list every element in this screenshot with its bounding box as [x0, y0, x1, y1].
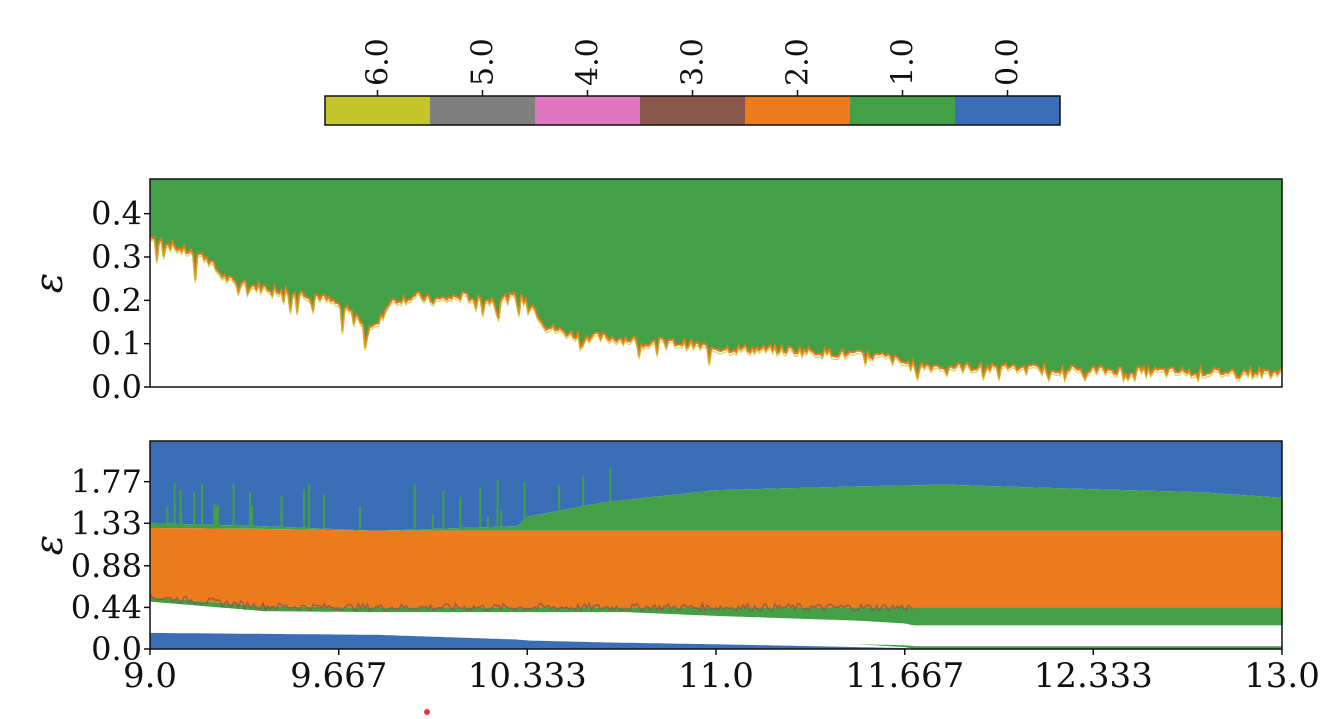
- x-tick-label: 13.0: [1244, 656, 1320, 696]
- top-boundary-fringe-inner: [149, 237, 1283, 384]
- bottom-blue-top-region: [150, 441, 1282, 531]
- colorbar-tick-label: 0.0: [991, 38, 1026, 86]
- y-axis-label: ε: [27, 535, 71, 555]
- y-tick-label: 1.33: [71, 504, 142, 542]
- colorbar-segment-1.0: [850, 96, 956, 125]
- colorbar-tick-label: 4.0: [571, 38, 606, 86]
- y-tick-label: 0.3: [91, 238, 142, 276]
- colorbar-segment-5.0: [430, 96, 536, 125]
- colorbar-tick-label: 2.0: [781, 38, 816, 86]
- annotation-marker: [424, 709, 430, 715]
- y-tick-label: 0.0: [91, 368, 142, 406]
- colorbar-segment-3.0: [640, 96, 746, 125]
- colorbar-segment-0.0: [955, 96, 1061, 125]
- y-tick-label: 0.1: [91, 325, 142, 363]
- y-tick-label: 1.77: [71, 463, 142, 501]
- top-boundary-fringe: [149, 234, 1283, 383]
- bottom-green-upper-region: [150, 484, 1282, 531]
- y-tick-label: 0.0: [91, 630, 142, 668]
- x-tick-label: 11.667: [845, 656, 964, 696]
- bottom-blue-bottom-region: [150, 632, 1282, 649]
- x-tick-label: 9.667: [290, 656, 387, 696]
- bottom-panel: 0.0 0.440.88 1.331.77 ε 9.0 9.667 10.333 11.0 11…: [27, 440, 1320, 696]
- colorbar-tick-label: 5.0: [466, 38, 501, 86]
- colorbar-tick-label: 3.0: [676, 38, 711, 86]
- x-tick-label: 11.0: [678, 656, 754, 696]
- colorbar-segment-2.0: [745, 96, 851, 125]
- colorbar-tick-label: 6.0: [361, 38, 396, 86]
- colorbar-segment-4.0: [535, 96, 641, 125]
- plot-frame: [149, 178, 1283, 388]
- y-axis-label: ε: [27, 273, 71, 293]
- y-tick-label: 0.44: [71, 588, 142, 626]
- top-panel: 0.0 0.1 0.2 0.3 0.4 ε: [27, 178, 1283, 406]
- bottom-white-gap: [150, 601, 1282, 647]
- y-tick-label: 0.88: [71, 547, 142, 585]
- colorbar-border: [324, 95, 1061, 126]
- bottom-orange-fringe: [149, 593, 914, 614]
- x-tick-label: 12.333: [1034, 656, 1153, 696]
- x-tick-label: 10.333: [468, 656, 587, 696]
- colorbar: 6.0 5.0 4.0 3.0 2.0 1.0 0.0: [324, 38, 1061, 126]
- x-tick-label: 9.0: [123, 656, 177, 696]
- colorbar-tick-label: 1.0: [886, 38, 921, 86]
- y-tick-label: 0.4: [91, 195, 142, 233]
- top-green-region: [150, 179, 1282, 379]
- bottom-orange-region: [150, 528, 1282, 608]
- colorbar-segment-6.0: [325, 96, 431, 125]
- y-tick-label: 0.2: [91, 281, 142, 319]
